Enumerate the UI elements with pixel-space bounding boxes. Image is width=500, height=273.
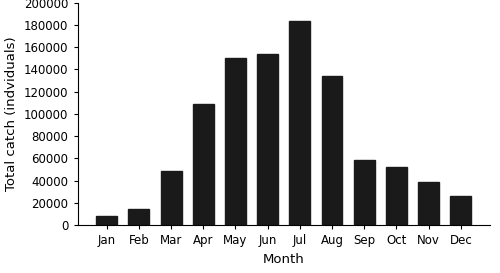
Bar bbox=[290, 20, 310, 225]
Bar bbox=[193, 104, 214, 225]
Bar bbox=[96, 216, 117, 225]
Bar bbox=[128, 209, 150, 225]
Bar bbox=[160, 171, 182, 225]
Bar bbox=[225, 58, 246, 225]
Y-axis label: Total catch (indviduals): Total catch (indviduals) bbox=[6, 37, 18, 191]
Bar bbox=[322, 76, 342, 225]
Bar bbox=[257, 54, 278, 225]
Bar bbox=[418, 182, 439, 225]
Bar bbox=[354, 160, 374, 225]
Bar bbox=[450, 196, 471, 225]
X-axis label: Month: Month bbox=[263, 253, 304, 266]
Bar bbox=[386, 167, 407, 225]
